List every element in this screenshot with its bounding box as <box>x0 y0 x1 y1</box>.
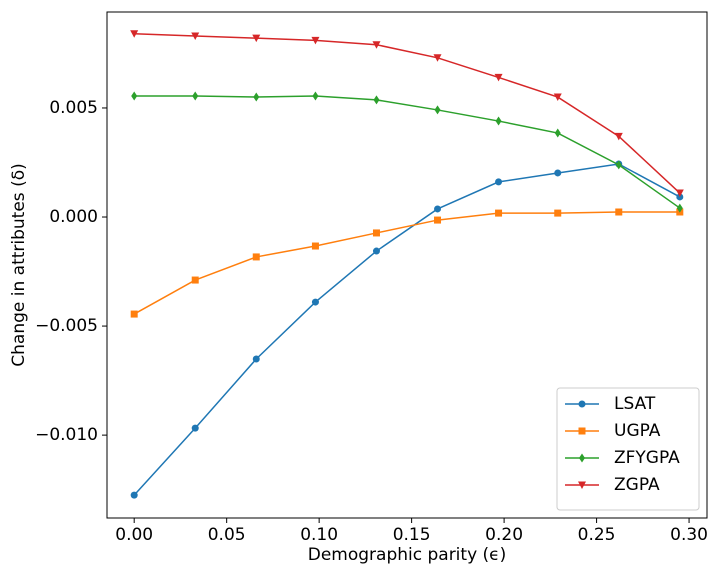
marker <box>372 41 381 49</box>
marker <box>554 169 562 177</box>
plot-frame <box>106 11 708 519</box>
marker <box>130 310 138 318</box>
marker <box>372 247 380 255</box>
marker <box>252 355 260 363</box>
x-axis-label: Demographic parity (ϵ) <box>308 545 507 565</box>
marker <box>252 253 260 261</box>
marker <box>252 34 261 43</box>
marker <box>676 203 683 213</box>
marker <box>130 491 138 499</box>
marker <box>191 32 200 40</box>
marker <box>495 209 503 217</box>
marker <box>191 424 199 432</box>
y-axis-label: Change in attributes (δ) <box>9 163 29 366</box>
marker <box>578 400 586 408</box>
legend-label: ZFYGPA <box>614 448 680 468</box>
marker <box>372 229 380 237</box>
x-tick-label: 0.10 <box>300 525 338 545</box>
legend-label: UGPA <box>614 421 661 441</box>
marker <box>373 95 380 105</box>
marker <box>433 54 442 62</box>
marker <box>578 481 586 489</box>
marker <box>495 116 502 126</box>
series-line <box>133 211 680 315</box>
x-tick-label: 0.05 <box>208 525 246 545</box>
marker <box>579 453 585 463</box>
legend-box <box>556 387 700 511</box>
y-tick-label: −0.005 <box>35 316 98 336</box>
marker <box>253 92 260 102</box>
y-tick-label: 0.000 <box>49 207 98 227</box>
marker <box>434 205 442 213</box>
marker <box>434 105 441 115</box>
marker <box>311 298 319 306</box>
marker <box>615 208 623 216</box>
marker <box>554 128 561 138</box>
marker <box>131 91 138 101</box>
marker <box>192 91 199 101</box>
marker <box>614 132 623 141</box>
y-tick-label: −0.010 <box>35 425 98 445</box>
marker <box>434 216 442 224</box>
x-tick-label: 0.30 <box>670 525 708 545</box>
marker <box>675 189 684 198</box>
marker <box>311 242 319 250</box>
x-tick-label: 0.25 <box>578 525 616 545</box>
marker <box>311 36 320 45</box>
marker <box>495 178 503 186</box>
marker <box>554 209 562 217</box>
legend-label: LSAT <box>614 394 656 414</box>
marker <box>312 91 319 101</box>
series-line <box>133 163 681 496</box>
marker <box>494 73 503 82</box>
x-tick-label: 0.15 <box>393 525 431 545</box>
series-line <box>134 95 681 209</box>
y-tick-label: 0.005 <box>49 98 98 118</box>
marker <box>615 160 622 170</box>
legend-label: ZGPA <box>614 475 660 495</box>
series-line <box>134 33 681 194</box>
marker <box>578 427 586 435</box>
marker <box>191 276 199 284</box>
marker <box>130 30 139 38</box>
x-tick-label: 0.20 <box>485 525 523 545</box>
marker <box>553 93 562 102</box>
x-tick-label: 0.00 <box>115 525 153 545</box>
